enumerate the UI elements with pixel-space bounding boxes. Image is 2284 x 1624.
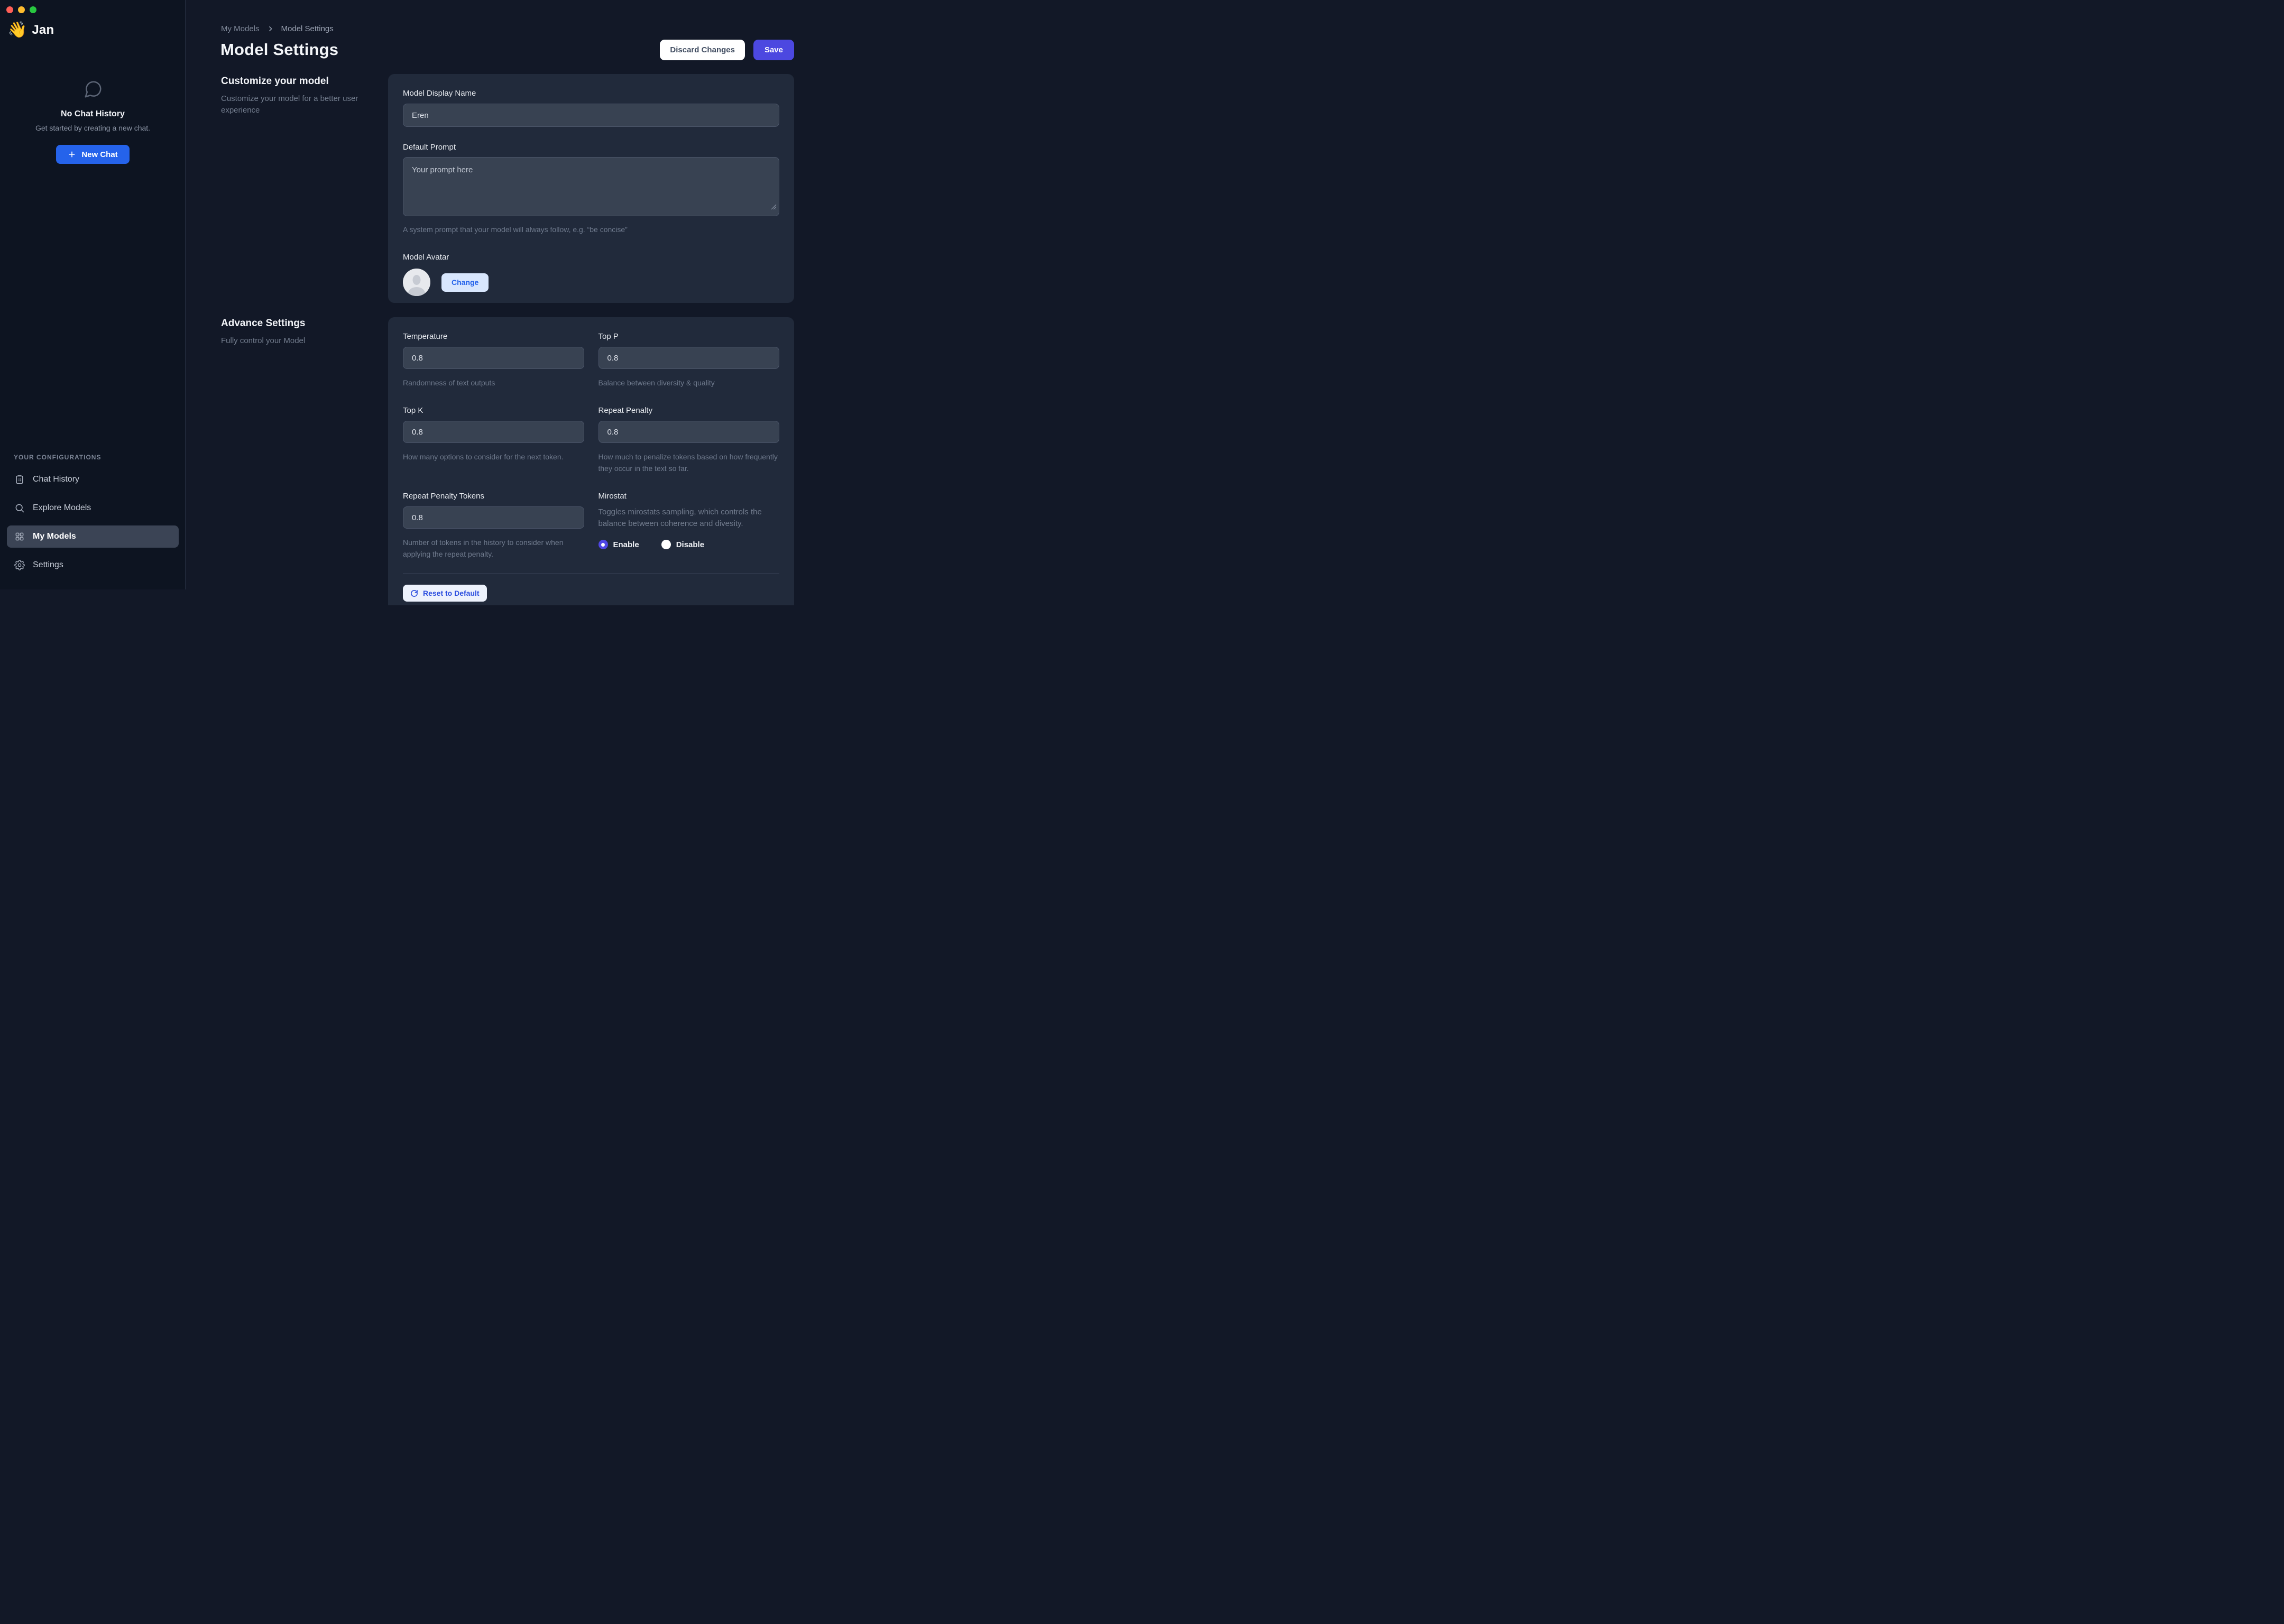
prompt-helper-text: A system prompt that your model will alw… bbox=[403, 225, 628, 234]
empty-state-title: No Chat History bbox=[61, 109, 125, 118]
plus-icon bbox=[69, 151, 75, 158]
page-title: Model Settings bbox=[220, 40, 339, 59]
top-k-input[interactable] bbox=[403, 421, 584, 443]
minimize-window-button[interactable] bbox=[18, 6, 25, 13]
refresh-icon bbox=[411, 589, 418, 597]
app-logo: 👋 Jan bbox=[7, 22, 54, 38]
sidebar-item-label: Explore Models bbox=[33, 503, 91, 512]
advance-section-heading: Advance Settings Fully control your Mode… bbox=[221, 318, 380, 347]
save-button[interactable]: Save bbox=[753, 40, 794, 60]
main-content: My Models Model Settings Model Settings … bbox=[186, 0, 829, 605]
chat-bubble-icon bbox=[83, 79, 103, 102]
zoom-window-button[interactable] bbox=[30, 6, 36, 13]
mirostat-field: Mirostat Toggles mirostats sampling, whi… bbox=[598, 492, 780, 560]
gear-icon bbox=[14, 560, 25, 570]
radio-unselected-icon[interactable] bbox=[661, 540, 671, 549]
default-prompt-label: Default Prompt bbox=[403, 143, 456, 152]
discard-changes-button[interactable]: Discard Changes bbox=[660, 40, 745, 60]
top-k-field: Top K How many options to consider for t… bbox=[403, 406, 584, 474]
top-k-helper: How many options to consider for the nex… bbox=[403, 453, 564, 461]
repeat-penalty-label: Repeat Penalty bbox=[598, 406, 653, 415]
top-p-input[interactable] bbox=[598, 347, 779, 369]
window-controls bbox=[6, 6, 36, 13]
reset-label: Reset to Default bbox=[423, 589, 480, 597]
repeat-penalty-tokens-helper: Number of tokens in the history to consi… bbox=[403, 538, 564, 558]
customize-subheading: Customize your model for a better user e… bbox=[221, 94, 358, 115]
mirostat-enable-option[interactable]: Enable bbox=[598, 540, 639, 549]
chevron-right-icon bbox=[267, 25, 274, 32]
grid-icon bbox=[14, 531, 25, 542]
sidebar-nav: Chat History Explore Models My Models bbox=[7, 468, 179, 576]
mirostat-label: Mirostat bbox=[598, 492, 627, 501]
mirostat-disable-option[interactable]: Disable bbox=[661, 540, 704, 549]
breadcrumb-my-models[interactable]: My Models bbox=[221, 24, 260, 33]
sidebar-item-label: Chat History bbox=[33, 475, 80, 484]
repeat-penalty-field: Repeat Penalty How much to penalize toke… bbox=[598, 406, 779, 474]
reset-to-default-button[interactable]: Reset to Default bbox=[403, 585, 487, 602]
mirostat-radio-group: Enable Disable bbox=[598, 540, 780, 549]
sidebar-item-label: Settings bbox=[33, 560, 63, 569]
app-name: Jan bbox=[32, 23, 54, 37]
temperature-label: Temperature bbox=[403, 332, 448, 341]
close-window-button[interactable] bbox=[6, 6, 13, 13]
new-chat-button[interactable]: New Chat bbox=[56, 145, 130, 164]
sidebar-item-chat-history[interactable]: Chat History bbox=[7, 468, 179, 491]
display-name-input[interactable] bbox=[403, 104, 779, 127]
repeat-penalty-tokens-input[interactable] bbox=[403, 506, 584, 529]
radio-selected-icon[interactable] bbox=[598, 540, 608, 549]
default-prompt-textarea[interactable] bbox=[403, 157, 779, 216]
card-divider bbox=[403, 573, 779, 574]
model-avatar-image bbox=[403, 269, 430, 296]
top-p-helper: Balance between diversity & quality bbox=[598, 379, 715, 387]
temperature-field: Temperature Randomness of text outputs bbox=[403, 332, 584, 389]
change-avatar-button[interactable]: Change bbox=[441, 273, 489, 292]
model-avatar-label: Model Avatar bbox=[403, 253, 449, 262]
sidebar-item-settings[interactable]: Settings bbox=[7, 554, 179, 576]
clipboard-icon bbox=[14, 474, 25, 485]
sidebar-item-my-models[interactable]: My Models bbox=[7, 525, 179, 548]
mirostat-description: Toggles mirostats sampling, which contro… bbox=[598, 508, 762, 528]
customize-card: Model Display Name Default Prompt A syst… bbox=[388, 74, 794, 303]
customize-heading: Customize your model bbox=[221, 76, 329, 87]
repeat-penalty-tokens-label: Repeat Penalty Tokens bbox=[403, 492, 484, 501]
repeat-penalty-helper: How much to penalize tokens based on how… bbox=[598, 453, 778, 473]
repeat-penalty-input[interactable] bbox=[598, 421, 779, 443]
display-name-label: Model Display Name bbox=[403, 89, 476, 98]
sidebar-item-explore-models[interactable]: Explore Models bbox=[7, 497, 179, 519]
top-k-label: Top K bbox=[403, 406, 423, 415]
top-p-label: Top P bbox=[598, 332, 619, 341]
top-p-field: Top P Balance between diversity & qualit… bbox=[598, 332, 779, 389]
advance-heading: Advance Settings bbox=[221, 318, 306, 329]
breadcrumb-current: Model Settings bbox=[281, 24, 334, 33]
sidebar-item-label: My Models bbox=[33, 532, 76, 541]
advance-card: Temperature Randomness of text outputs T… bbox=[388, 317, 794, 605]
header-actions: Discard Changes Save bbox=[660, 40, 794, 60]
mirostat-disable-label: Disable bbox=[676, 540, 705, 549]
temperature-helper: Randomness of text outputs bbox=[403, 379, 495, 387]
sidebar: 👋 Jan No Chat History Get started by cre… bbox=[0, 0, 186, 589]
breadcrumb: My Models Model Settings bbox=[221, 24, 334, 33]
wave-emoji-icon: 👋 bbox=[7, 21, 27, 39]
chat-empty-state: No Chat History Get started by creating … bbox=[0, 79, 186, 164]
temperature-input[interactable] bbox=[403, 347, 584, 369]
advance-subheading: Fully control your Model bbox=[221, 336, 306, 345]
empty-state-subtitle: Get started by creating a new chat. bbox=[35, 124, 151, 132]
mirostat-enable-label: Enable bbox=[613, 540, 639, 549]
repeat-penalty-tokens-field: Repeat Penalty Tokens Number of tokens i… bbox=[403, 492, 584, 560]
search-icon bbox=[14, 503, 25, 513]
configurations-section-label: YOUR CONFIGURATIONS bbox=[14, 454, 102, 461]
customize-section-heading: Customize your model Customize your mode… bbox=[221, 76, 380, 116]
new-chat-label: New Chat bbox=[81, 150, 118, 159]
